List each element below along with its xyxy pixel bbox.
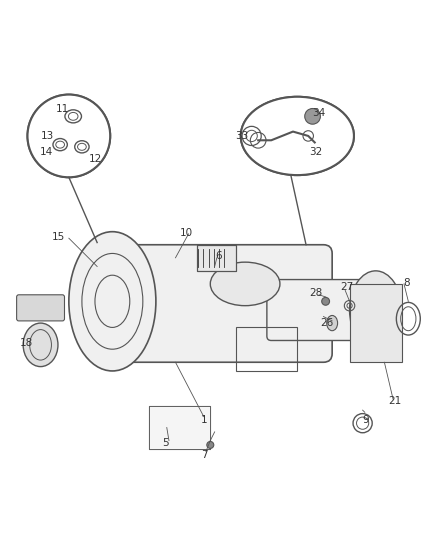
Ellipse shape xyxy=(23,323,58,367)
Ellipse shape xyxy=(69,232,156,371)
FancyBboxPatch shape xyxy=(17,295,64,321)
Circle shape xyxy=(305,109,321,124)
FancyBboxPatch shape xyxy=(97,245,332,362)
Circle shape xyxy=(322,297,329,305)
Text: 12: 12 xyxy=(88,154,102,164)
Ellipse shape xyxy=(210,262,280,305)
Text: 9: 9 xyxy=(363,415,369,425)
FancyBboxPatch shape xyxy=(267,279,371,341)
Bar xyxy=(237,327,297,371)
Circle shape xyxy=(207,441,214,448)
Bar xyxy=(149,406,210,449)
Text: 6: 6 xyxy=(215,251,222,261)
Text: 21: 21 xyxy=(389,395,402,406)
Bar xyxy=(350,284,402,362)
Text: 5: 5 xyxy=(162,438,168,448)
Text: 11: 11 xyxy=(56,104,69,114)
Circle shape xyxy=(28,95,110,177)
Text: 28: 28 xyxy=(309,288,322,297)
Ellipse shape xyxy=(327,316,338,330)
Bar xyxy=(149,406,210,449)
Text: 1: 1 xyxy=(201,415,207,425)
Text: 13: 13 xyxy=(40,131,54,141)
Bar xyxy=(197,245,237,271)
Text: 14: 14 xyxy=(39,148,53,157)
Text: 15: 15 xyxy=(52,232,65,242)
Text: 26: 26 xyxy=(320,318,334,328)
Ellipse shape xyxy=(241,97,354,175)
Text: 7: 7 xyxy=(201,449,208,459)
Text: 34: 34 xyxy=(312,108,326,118)
Text: 27: 27 xyxy=(340,282,353,293)
Text: 8: 8 xyxy=(403,278,410,288)
Text: 33: 33 xyxy=(235,131,248,141)
Text: 10: 10 xyxy=(180,228,193,238)
Text: 32: 32 xyxy=(309,148,322,157)
Bar xyxy=(197,245,237,271)
Ellipse shape xyxy=(350,271,402,349)
Text: 18: 18 xyxy=(20,338,33,348)
